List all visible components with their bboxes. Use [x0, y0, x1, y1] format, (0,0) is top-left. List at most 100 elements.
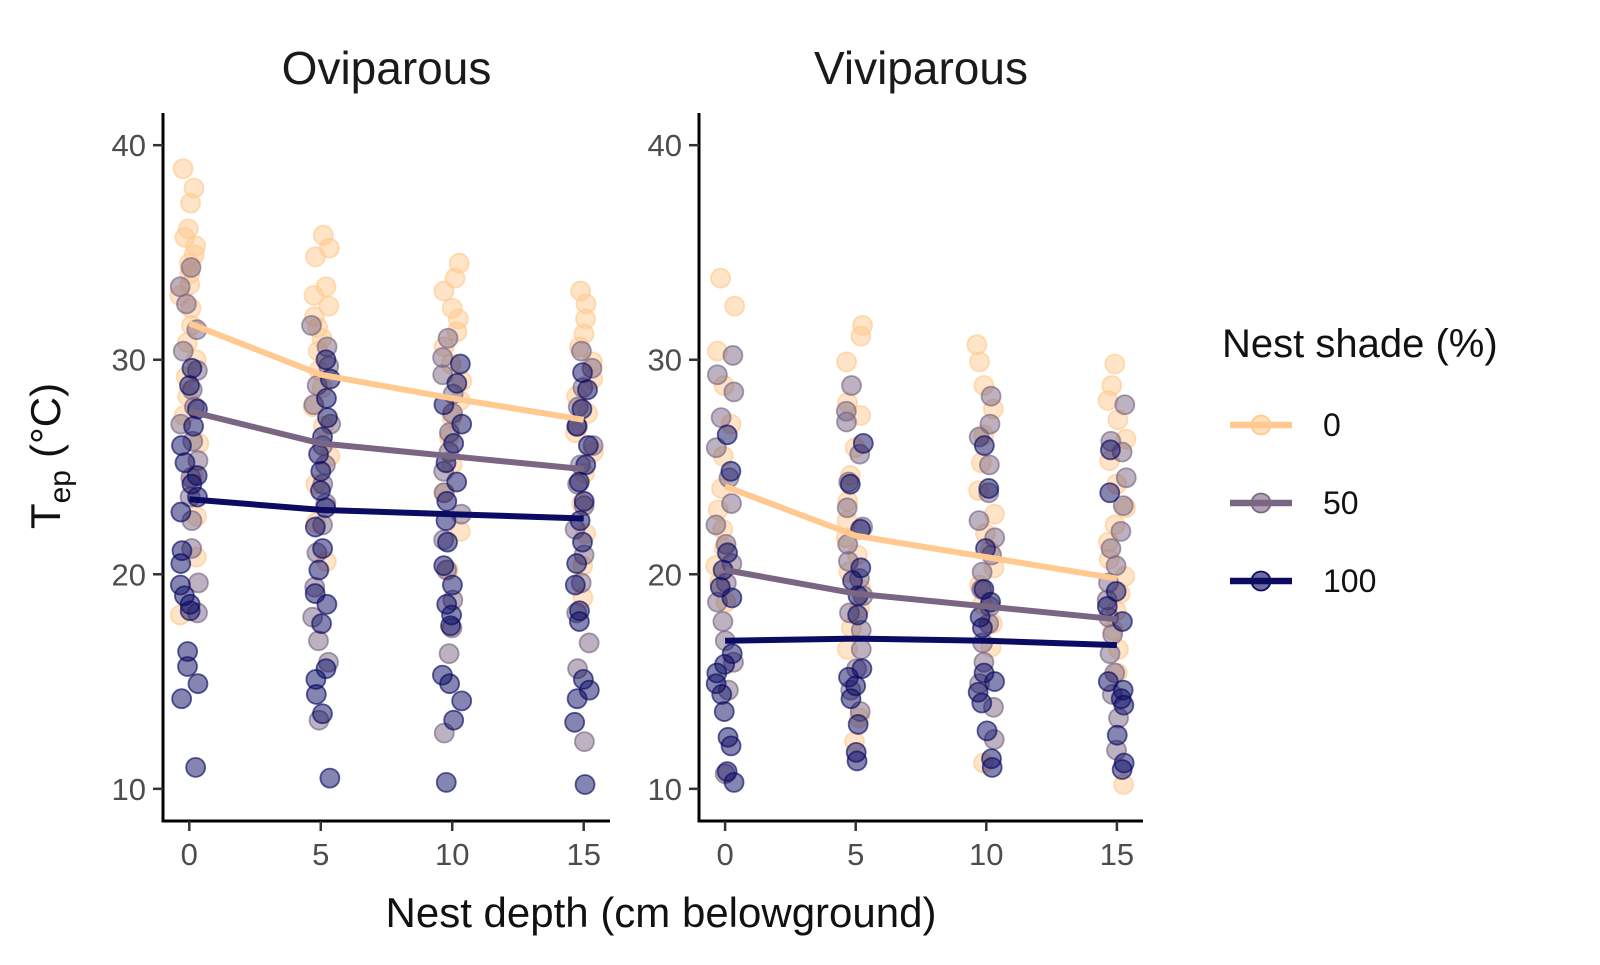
- data-point-shade-0: [969, 351, 990, 373]
- data-point-shade-50: [1112, 495, 1134, 517]
- data-point-shade-100: [304, 516, 326, 538]
- data-point-shade-100: [185, 756, 207, 778]
- data-point-shade-100: [852, 432, 874, 454]
- data-point-shade-50: [1114, 394, 1136, 416]
- data-point-shade-100: [973, 435, 995, 456]
- data-point-shade-100: [716, 424, 738, 446]
- data-point-shade-100: [568, 471, 590, 493]
- data-point-shade-100: [183, 415, 204, 437]
- y-tick-label: 20: [112, 557, 146, 592]
- data-point-shade-100: [978, 478, 1000, 499]
- y-tick-label: 10: [648, 772, 682, 807]
- data-point-shade-100: [713, 701, 735, 722]
- points-oviparous: [169, 158, 604, 795]
- data-point-shade-0: [710, 267, 732, 289]
- legend: Nest shade (%) 0 50 100: [1222, 322, 1498, 599]
- y-tick-label: 40: [112, 128, 146, 163]
- legend-entry-50: 50: [1230, 485, 1359, 521]
- data-point-shade-100: [847, 604, 869, 626]
- data-point-shade-100: [440, 615, 461, 637]
- x-tick-label: 0: [181, 837, 198, 872]
- data-point-shade-100: [1096, 596, 1118, 617]
- data-point-shade-100: [312, 703, 333, 725]
- data-point-shade-100: [840, 688, 862, 710]
- data-point-shade-0: [836, 351, 857, 373]
- y-tick-label: 10: [112, 772, 146, 807]
- y-axis-title-unit: (°C): [22, 383, 69, 458]
- data-point-shade-50: [968, 510, 990, 532]
- data-point-shade-100: [572, 531, 593, 553]
- legend-label: 0: [1323, 407, 1341, 443]
- data-point-shade-100: [446, 471, 468, 493]
- data-point-shade-50: [712, 611, 734, 632]
- data-point-shade-50: [1115, 467, 1137, 489]
- data-point-shade-50: [980, 385, 1002, 407]
- data-point-shade-0: [850, 325, 872, 347]
- trend-line-shade-0: [724, 483, 1118, 582]
- data-point-shade-100: [308, 443, 329, 465]
- data-point-shade-100: [319, 767, 341, 789]
- data-point-shade-50: [722, 345, 744, 366]
- data-point-shade-100: [177, 656, 198, 677]
- data-point-shade-0: [172, 158, 194, 180]
- data-point-shade-100: [711, 684, 733, 705]
- data-point-shade-100: [187, 673, 209, 695]
- data-point-shade-100: [564, 574, 586, 596]
- data-point-shade-50: [176, 293, 197, 315]
- trend-line-shade-50: [724, 567, 1118, 623]
- data-point-shade-100: [315, 349, 337, 371]
- data-point-shade-100: [847, 714, 869, 735]
- data-point-shade-100: [981, 756, 1003, 778]
- data-point-shade-50: [169, 276, 191, 298]
- legend-key-point: [1250, 492, 1272, 514]
- legend-key-point: [1250, 414, 1272, 436]
- data-point-shade-100: [316, 387, 337, 409]
- data-point-shade-100: [171, 688, 193, 710]
- data-point-shade-100: [717, 542, 738, 564]
- axes-viviparous: 10 20 30 40 0 5 10 15: [648, 113, 1143, 872]
- data-point-shade-100: [316, 593, 338, 615]
- panel-title-viviparous: Viviparous: [814, 42, 1028, 94]
- data-point-shade-0: [180, 192, 201, 214]
- legend-label: 50: [1323, 485, 1359, 521]
- data-point-shade-100: [572, 362, 593, 384]
- data-point-shade-100: [170, 553, 192, 574]
- trend-line-shade-100: [725, 635, 1117, 649]
- data-point-shade-100: [310, 460, 332, 482]
- data-point-shade-50: [836, 411, 857, 433]
- legend-entry-100: 100: [1230, 563, 1376, 599]
- data-point-shade-0: [433, 280, 455, 302]
- data-point-shade-100: [435, 771, 457, 793]
- data-point-shade-100: [1113, 694, 1135, 716]
- x-tick-label: 10: [969, 837, 1003, 872]
- data-point-shade-100: [308, 559, 330, 581]
- data-point-shade-100: [972, 617, 993, 639]
- x-tick-label: 0: [716, 837, 733, 872]
- data-point-shade-50: [180, 257, 202, 278]
- data-point-shade-100: [577, 379, 598, 401]
- data-point-shade-100: [439, 673, 461, 695]
- y-tick-label: 20: [648, 557, 682, 592]
- data-point-shade-100: [446, 372, 468, 394]
- data-point-shade-50: [1110, 520, 1132, 542]
- y-axis-title: Tep (°C): [22, 383, 77, 529]
- data-point-shade-0: [303, 284, 325, 306]
- trend-lines-oviparous: [188, 320, 585, 522]
- data-point-shade-100: [433, 555, 455, 577]
- data-point-shade-50: [850, 638, 872, 660]
- data-point-shade-50: [578, 632, 600, 654]
- data-point-shade-100: [976, 720, 998, 742]
- data-point-shade-50: [841, 375, 862, 396]
- data-point-shade-50: [971, 561, 993, 583]
- data-point-shade-100: [846, 750, 868, 772]
- data-point-shade-50: [432, 347, 454, 368]
- data-point-shade-100: [971, 692, 993, 714]
- trend-lines-viviparous: [724, 483, 1118, 649]
- data-point-shade-100: [1106, 724, 1128, 746]
- data-point-shade-0: [1104, 353, 1126, 375]
- data-point-shade-100: [305, 684, 327, 705]
- legend-label: 100: [1323, 563, 1376, 599]
- data-point-shade-100: [170, 501, 192, 523]
- trend-line-shade-0: [188, 320, 585, 423]
- data-point-shade-100: [1105, 581, 1127, 602]
